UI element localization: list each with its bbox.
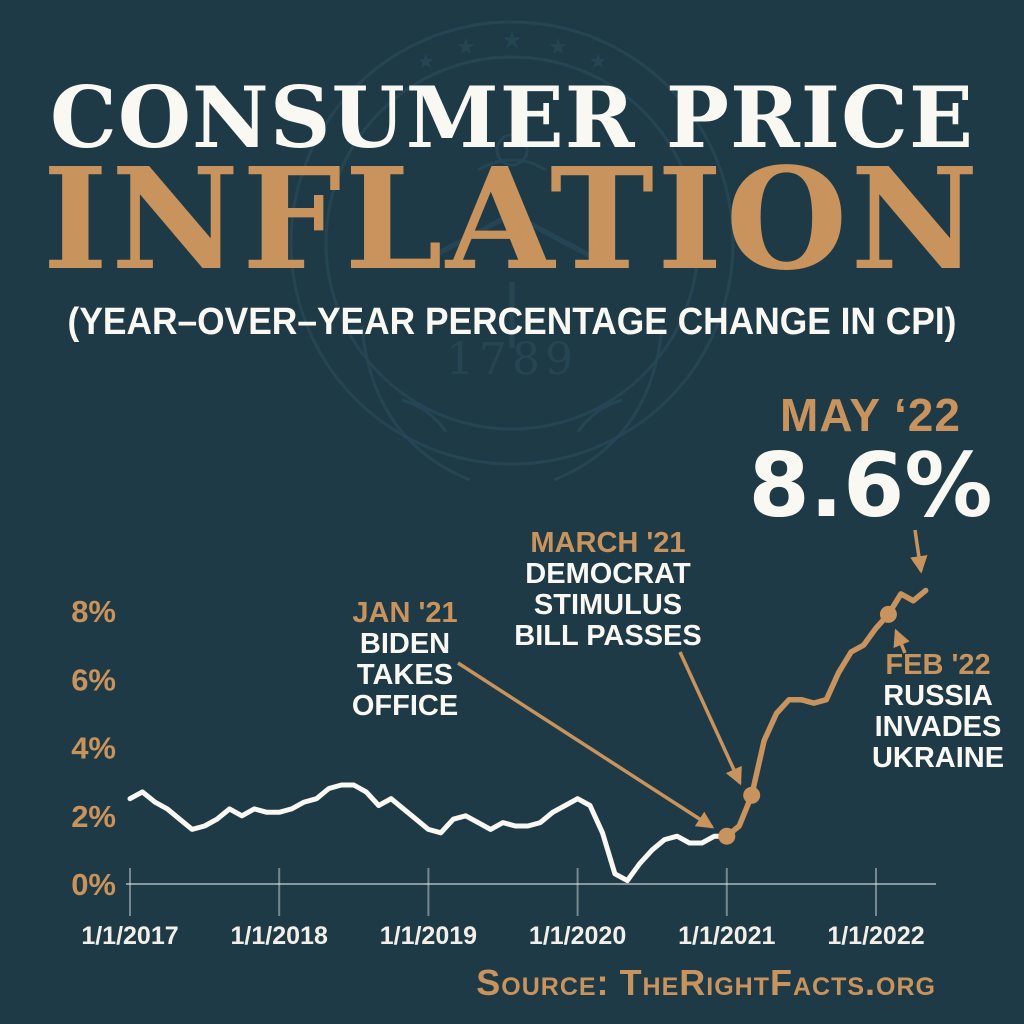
annotation-feb-22-ukraine: FEB '22 RUSSIA INVADES UKRAINE — [862, 650, 1014, 774]
svg-text:1/1/2018: 1/1/2018 — [231, 922, 328, 950]
annotation-text-line: DEMOCRAT — [525, 558, 691, 590]
annotation-date-label: FEB '22 — [885, 649, 991, 681]
seal-laurel-left — [360, 325, 471, 482]
svg-text:1/1/2020: 1/1/2020 — [529, 922, 626, 950]
annotation-text-line: TAKES — [356, 659, 454, 691]
annotation-text-line: UKRAINE — [871, 742, 1005, 774]
seal-chevron — [428, 211, 596, 261]
annotation-text-line: RUSSIA — [883, 680, 993, 712]
source-site-name: TheRightFacts.org — [619, 962, 936, 1003]
watermark-star-icon: ★ — [456, 35, 476, 60]
seal-laurel-right — [553, 325, 664, 482]
seal-laurel-leaf-right — [576, 398, 623, 433]
callout-may-22: MAY ‘22 8.6% — [748, 392, 993, 530]
annotation-text-line: BIDEN — [359, 628, 451, 660]
watermark-star-icon: ★ — [417, 49, 435, 73]
seal-laurel-leaf-left — [401, 398, 448, 433]
svg-text:1/1/2022: 1/1/2022 — [827, 922, 924, 950]
page-subtitle: (YEAR–OVER–YEAR PERCENTAGE CHANGE IN CPI… — [67, 301, 957, 343]
annotation-jan-21-biden: JAN '21 BIDEN TAKES OFFICE — [320, 598, 490, 722]
seal-outer-ring — [289, 20, 735, 466]
seal-inner-ring — [324, 55, 700, 431]
watermark-star-icon: ★ — [589, 49, 607, 73]
svg-text:1/1/2021: 1/1/2021 — [678, 922, 775, 950]
watermark-star-icon: ★ — [548, 35, 568, 60]
svg-text:0%: 0% — [71, 867, 116, 902]
svg-text:4%: 4% — [71, 731, 116, 766]
annotation-march-21-stimulus: MARCH '21 DEMOCRAT STIMULUS BILL PASSES — [508, 528, 708, 652]
annotation-text-line: BILL PASSES — [514, 620, 702, 652]
annotation-text-line: INVADES — [874, 711, 1002, 743]
svg-text:1/1/2017: 1/1/2017 — [81, 922, 178, 950]
svg-text:2%: 2% — [71, 799, 116, 834]
seal-scales-beam — [477, 158, 547, 172]
svg-text:8%: 8% — [71, 594, 116, 629]
annotation-date-label: MARCH '21 — [530, 527, 686, 559]
page-title-line-1: CONSUMER PRICE — [50, 68, 974, 167]
svg-text:1/1/2019: 1/1/2019 — [380, 922, 477, 950]
annotation-text-line: STIMULUS — [533, 589, 683, 621]
annotation-date-label: JAN '21 — [352, 597, 458, 629]
annotation-text-line: OFFICE — [351, 690, 459, 722]
watermark-year: 1789 — [446, 334, 578, 385]
seal-scales — [495, 133, 529, 167]
svg-text:6%: 6% — [71, 662, 116, 697]
callout-may-22-date: MAY ‘22 — [780, 389, 961, 441]
watermark-star-icon: ★ — [501, 26, 523, 54]
source-credit: Source: TheRightFacts.org — [476, 962, 936, 1004]
page-title-line-2: INFLATION — [42, 138, 982, 302]
source-prefix: Source: — [476, 962, 610, 1003]
callout-may-22-value: 8.6% — [748, 434, 993, 537]
